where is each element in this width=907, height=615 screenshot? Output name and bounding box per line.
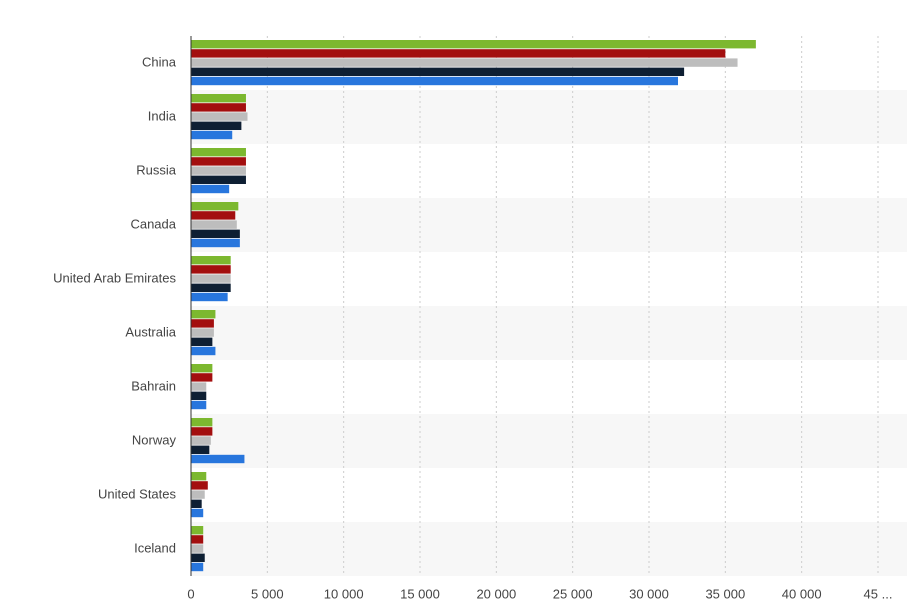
- bar: [191, 256, 231, 265]
- x-tick-label: 25 000: [553, 586, 593, 601]
- bar: [191, 103, 246, 112]
- bar: [191, 121, 242, 130]
- y-tick-label: India: [148, 108, 177, 123]
- bar: [191, 76, 679, 86]
- x-tick-label: 45 ...: [864, 586, 893, 601]
- y-tick-label: United States: [98, 486, 177, 501]
- bar: [191, 202, 239, 211]
- bar: [191, 400, 207, 410]
- bar: [191, 292, 228, 302]
- bar: [191, 391, 207, 400]
- bar: [191, 346, 216, 356]
- x-tick-label: 0: [187, 586, 194, 601]
- bar: [191, 490, 205, 499]
- y-tick-label: Bahrain: [131, 378, 176, 393]
- bar: [191, 67, 685, 76]
- bar: [191, 436, 211, 445]
- x-tick-label: 40 000: [782, 586, 822, 601]
- y-tick-label: United Arab Emirates: [53, 270, 176, 285]
- x-tick-label: 5 000: [251, 586, 284, 601]
- x-tick-label: 30 000: [629, 586, 669, 601]
- band-background: [191, 90, 907, 144]
- bar: [191, 535, 204, 544]
- bar: [191, 364, 213, 373]
- bar: [191, 445, 210, 454]
- bar: [191, 94, 246, 103]
- band-background: [191, 522, 907, 576]
- bar: [191, 148, 246, 157]
- bar: [191, 220, 237, 229]
- bar: [191, 58, 738, 67]
- bar: [191, 166, 246, 175]
- bar: [191, 481, 208, 490]
- bar: [191, 499, 202, 508]
- bar: [191, 373, 213, 382]
- bar: [191, 562, 204, 572]
- bar: [191, 274, 231, 283]
- bar: [191, 427, 213, 436]
- bar: [191, 310, 216, 319]
- bar: [191, 283, 231, 292]
- bar: [191, 526, 204, 535]
- bar: [191, 382, 207, 391]
- bar: [191, 157, 246, 166]
- bar: [191, 328, 214, 337]
- bar: [191, 472, 207, 481]
- band-background: [191, 306, 907, 360]
- bar: [191, 508, 204, 518]
- bar: [191, 544, 204, 553]
- bar: [191, 184, 230, 194]
- x-tick-label: 15 000: [400, 586, 440, 601]
- y-tick-label: Iceland: [134, 540, 176, 555]
- bar: [191, 130, 233, 140]
- y-tick-label: Australia: [125, 324, 176, 339]
- band-background: [191, 198, 907, 252]
- bar: [191, 40, 756, 49]
- y-tick-label: Russia: [136, 162, 177, 177]
- x-tick-label: 20 000: [476, 586, 516, 601]
- bar: [191, 175, 246, 184]
- bar: [191, 238, 240, 248]
- bar: [191, 418, 213, 427]
- x-tick-label: 10 000: [324, 586, 364, 601]
- x-tick-label: 35 000: [705, 586, 745, 601]
- y-tick-label: Canada: [130, 216, 176, 231]
- bar: [191, 337, 213, 346]
- bar: [191, 112, 248, 121]
- y-tick-label: Norway: [132, 432, 177, 447]
- band-background: [191, 414, 907, 468]
- bar: [191, 454, 245, 464]
- bar: [191, 265, 231, 274]
- bar: [191, 319, 214, 328]
- bar: [191, 211, 236, 220]
- bar: [191, 553, 205, 562]
- y-tick-label: China: [142, 54, 177, 69]
- bar: [191, 49, 726, 58]
- bar: [191, 229, 240, 238]
